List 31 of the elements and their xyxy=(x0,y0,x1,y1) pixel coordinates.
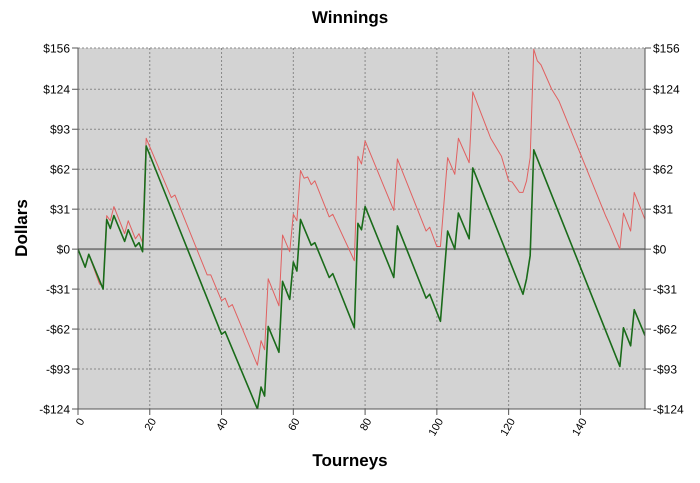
y2-tick-label: -$62 xyxy=(653,322,678,336)
x-tick-label: 20 xyxy=(142,416,160,434)
y-tick-label: $31 xyxy=(50,202,70,216)
y2-tick-label: $124 xyxy=(653,82,680,97)
chart-title: Winnings xyxy=(310,8,390,28)
x-tick-label: 60 xyxy=(286,416,303,434)
y2-tick-label: $93 xyxy=(653,122,674,136)
y-tick-label: $124 xyxy=(43,82,70,97)
y2-tick-label: $0 xyxy=(653,242,667,256)
x-tick-label: 0 xyxy=(74,416,88,428)
y-tick-label: -$62 xyxy=(46,322,70,336)
y2-tick-label: $31 xyxy=(653,202,674,216)
x-tick-label: 80 xyxy=(358,416,374,434)
y-tick-label: -$124 xyxy=(39,402,70,416)
y2-tick-label: -$124 xyxy=(653,402,684,416)
x-tick-label: 140 xyxy=(570,416,590,438)
x-tick-label: 100 xyxy=(426,416,446,438)
x-tick-label: 120 xyxy=(498,416,518,438)
y-tick-label: $62 xyxy=(50,162,70,176)
y2-tick-label: -$31 xyxy=(653,282,678,296)
y2-tick-label: $156 xyxy=(653,41,680,56)
y-tick-label: $93 xyxy=(50,122,70,136)
y-tick-label: $156 xyxy=(43,41,70,56)
y-tick-label: $0 xyxy=(56,242,70,256)
y-axis-title: Dollars xyxy=(12,199,32,257)
y2-tick-label: $62 xyxy=(653,162,674,176)
x-axis-title: Tourneys xyxy=(311,451,389,471)
y-tick-label: -$31 xyxy=(46,282,70,296)
y2-tick-label: -$93 xyxy=(653,362,678,376)
x-tick-label: 40 xyxy=(214,416,231,434)
y-tick-label: -$93 xyxy=(46,362,70,376)
